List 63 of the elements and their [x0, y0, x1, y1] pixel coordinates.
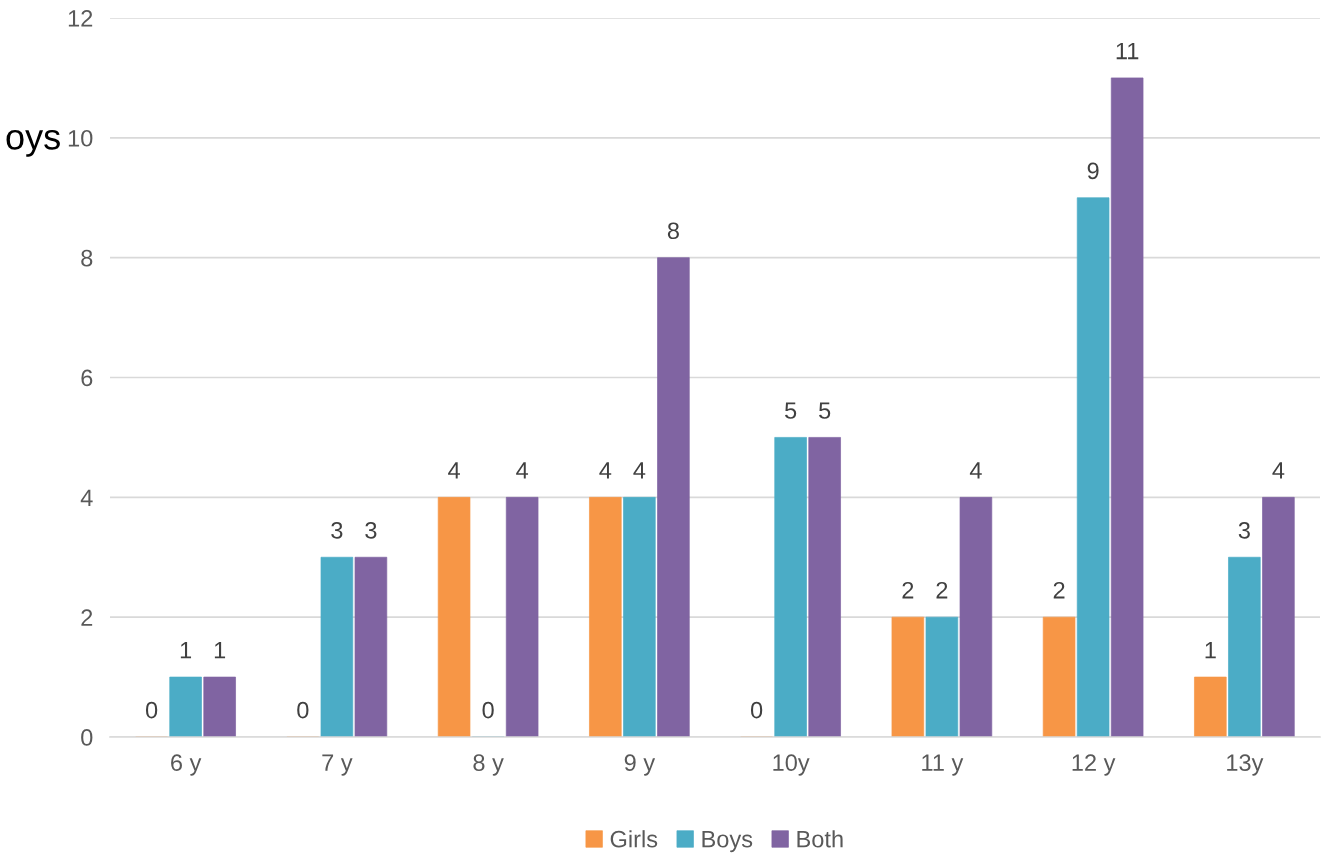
data-label: 3: [331, 521, 343, 539]
data-label: 9: [1087, 162, 1099, 180]
data-label: 1: [180, 642, 192, 659]
bar: [808, 437, 841, 737]
bar: [505, 496, 539, 737]
bar: [1076, 197, 1110, 737]
x-tick-label: 12 y: [1072, 754, 1116, 776]
data-label: 4: [448, 462, 460, 479]
data-label: 2: [936, 581, 948, 599]
y-tick-label: 10: [68, 129, 93, 147]
data-label: 0: [482, 701, 494, 719]
x-tick-label: 11 y: [922, 754, 964, 776]
data-label: 4: [1272, 462, 1285, 479]
data-label: 3: [1238, 521, 1250, 539]
bar: [589, 496, 622, 737]
bar: [1042, 616, 1076, 737]
data-label: 1: [1205, 642, 1216, 659]
data-label: 2: [1053, 581, 1065, 599]
data-label: 4: [633, 462, 646, 479]
bar: [774, 437, 807, 737]
bar: [925, 616, 959, 737]
legend-label: Both: [797, 830, 843, 848]
data-label: 4: [969, 462, 982, 479]
data-label: 8: [667, 222, 679, 240]
legend-label: Boys: [702, 831, 753, 853]
bar: [1194, 676, 1227, 737]
legend-label: Girls: [610, 830, 658, 848]
data-label: 4: [516, 462, 529, 479]
bar: [354, 556, 388, 737]
x-tick-label: 8 y: [473, 754, 504, 776]
y-tick-label: 8: [81, 249, 93, 267]
bar: [1110, 77, 1144, 737]
bar: [959, 496, 993, 737]
bar: [169, 676, 202, 737]
bar: [623, 496, 656, 737]
bar: [657, 257, 690, 737]
bar: [891, 616, 925, 737]
y-tick-label: 0: [81, 729, 93, 746]
bar: [1228, 556, 1261, 737]
data-label: 0: [297, 701, 309, 719]
text: oys: [6, 129, 60, 157]
data-label: 5: [785, 402, 797, 419]
y-tick-label: 12: [68, 10, 93, 27]
y-tick-label: 6: [81, 369, 93, 387]
x-tick-label: 10y: [773, 754, 810, 776]
x-tick-label: 6 y: [171, 754, 202, 776]
y-tick-label: 4: [80, 489, 93, 506]
data-label: 0: [750, 701, 763, 719]
bar: [437, 496, 471, 737]
bar: [1262, 496, 1295, 737]
data-label: 11: [1116, 42, 1139, 60]
data-label: 3: [365, 521, 377, 539]
bar: [203, 676, 236, 737]
x-tick-label: 7 y: [322, 754, 353, 776]
x-tick-label: 9 y: [624, 754, 656, 776]
x-tick-label: 13y: [1227, 754, 1264, 776]
bar: [320, 556, 354, 737]
data-label: 1: [214, 642, 226, 659]
data-label: 5: [819, 402, 831, 419]
y-tick-label: 2: [81, 609, 93, 626]
data-label: 2: [902, 581, 914, 599]
data-label: 4: [599, 462, 612, 479]
data-label: 0: [145, 701, 158, 719]
